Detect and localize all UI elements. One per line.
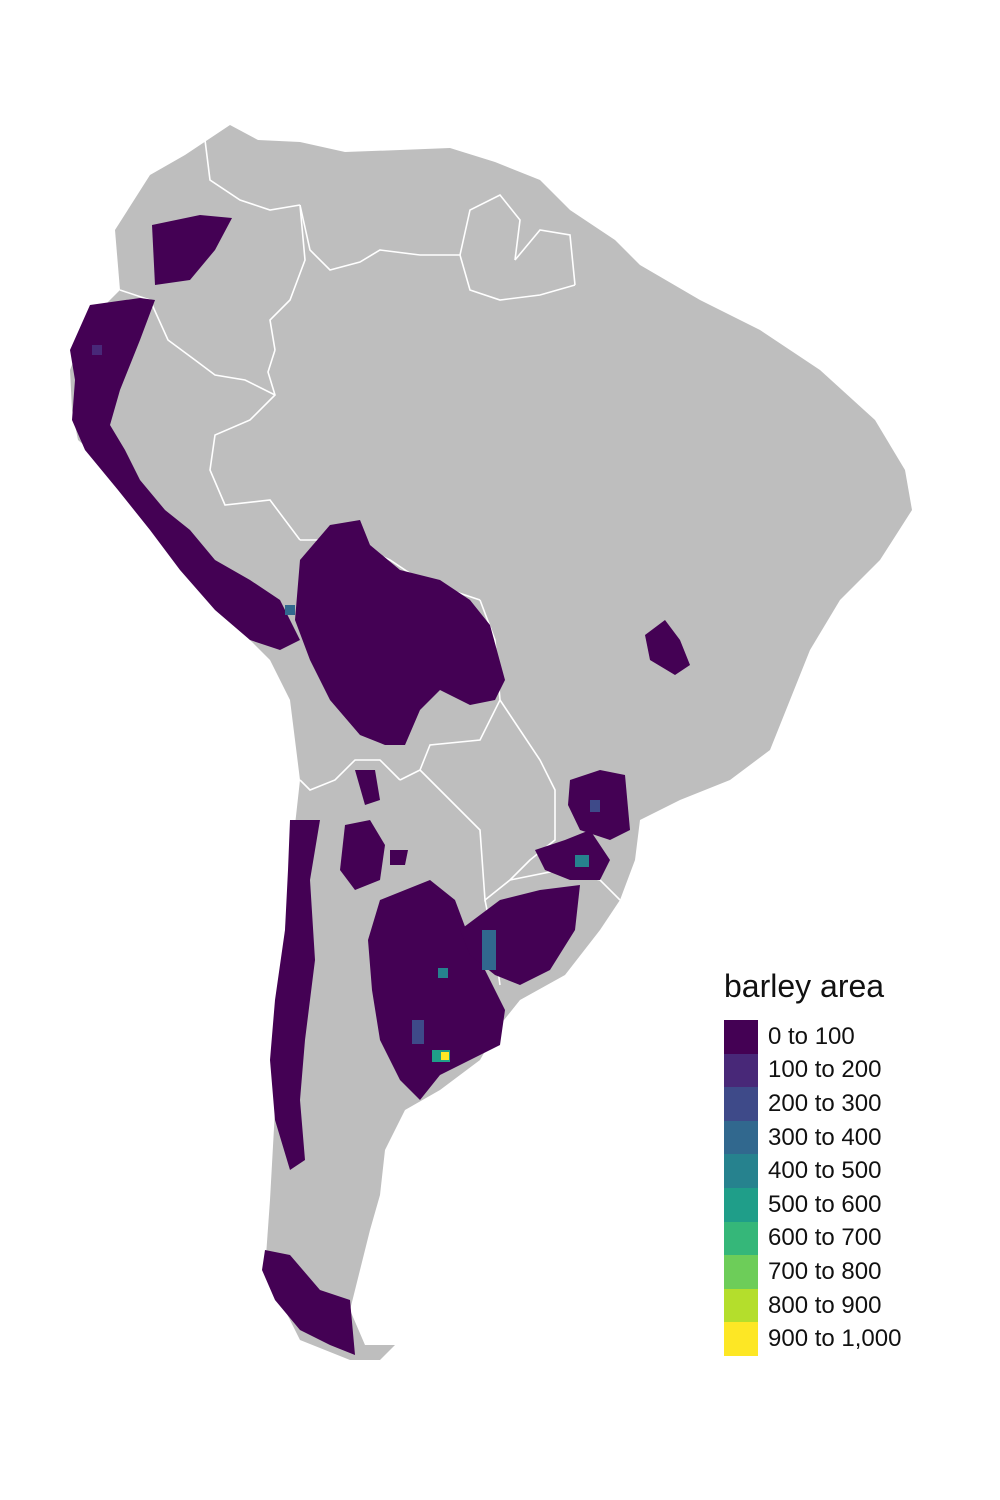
- legend-label: 300 to 400: [768, 1123, 882, 1151]
- legend-swatch: [724, 1322, 758, 1356]
- legend-label: 600 to 700: [768, 1224, 882, 1252]
- legend-item: 100 to 200: [724, 1053, 901, 1088]
- legend-item: 600 to 700: [724, 1221, 901, 1256]
- legend-item: 800 to 900: [724, 1288, 901, 1323]
- legend-item: 0 to 100: [724, 1020, 901, 1054]
- legend-label: 400 to 500: [768, 1157, 882, 1185]
- region-argentina-mid: [390, 850, 408, 865]
- legend-label: 800 to 900: [768, 1291, 882, 1319]
- legend-swatch: [724, 1187, 758, 1222]
- legend: barley area 0 to 100 100 to 200 200 to 3…: [724, 968, 901, 1356]
- legend-item: 200 to 300: [724, 1087, 901, 1121]
- legend-swatch: [724, 1154, 758, 1188]
- legend-item: 300 to 400: [724, 1120, 901, 1155]
- region-patagonia: [262, 1250, 355, 1355]
- legend-swatch: [724, 1087, 758, 1121]
- region-chile: [270, 820, 320, 1170]
- legend-item: 500 to 600: [724, 1187, 901, 1222]
- legend-item: 700 to 800: [724, 1255, 901, 1289]
- legend-label: 700 to 800: [768, 1257, 882, 1285]
- legend-swatch: [724, 1120, 758, 1155]
- barley-hotspots: [92, 345, 600, 1062]
- legend-label: 500 to 600: [768, 1190, 882, 1218]
- legend-swatch: [724, 1288, 758, 1323]
- legend-label: 0 to 100: [768, 1022, 855, 1050]
- legend-swatch: [724, 1221, 758, 1256]
- legend-swatch: [724, 1255, 758, 1289]
- legend-items: 0 to 100 100 to 200 200 to 300 300 to 40…: [724, 1020, 901, 1356]
- region-brazil-center: [645, 620, 690, 675]
- legend-label: 100 to 200: [768, 1056, 882, 1084]
- region-argentina-north: [355, 770, 380, 805]
- region-bolivia: [295, 520, 505, 745]
- region-andes-north: [70, 298, 300, 650]
- legend-item: 900 to 1,000: [724, 1322, 901, 1356]
- legend-title: barley area: [724, 968, 885, 1004]
- region-south-brazil: [535, 830, 610, 880]
- legend-swatch: [724, 1020, 758, 1054]
- legend-label: 200 to 300: [768, 1089, 882, 1117]
- region-pampas: [368, 880, 505, 1100]
- legend-swatch: [724, 1053, 758, 1088]
- region-argentina-northwest: [340, 820, 385, 890]
- region-colombia: [152, 215, 232, 285]
- legend-label: 900 to 1,000: [768, 1325, 902, 1353]
- legend-item: 400 to 500: [724, 1154, 901, 1188]
- barley-regions: [70, 215, 690, 1355]
